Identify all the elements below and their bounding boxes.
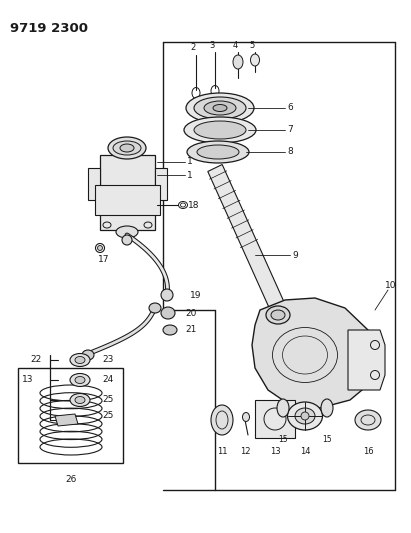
Text: 5: 5 <box>249 41 255 50</box>
Ellipse shape <box>321 399 333 417</box>
Ellipse shape <box>82 350 94 360</box>
Ellipse shape <box>122 235 132 245</box>
Text: 12: 12 <box>240 447 250 456</box>
Polygon shape <box>348 330 385 390</box>
Text: 26: 26 <box>65 475 77 484</box>
Ellipse shape <box>187 141 249 163</box>
Text: 21: 21 <box>185 326 196 335</box>
Bar <box>18 368 123 463</box>
Ellipse shape <box>75 376 85 384</box>
Text: 3: 3 <box>209 41 215 50</box>
Text: 15: 15 <box>278 435 288 444</box>
Ellipse shape <box>197 145 239 159</box>
Polygon shape <box>95 185 160 215</box>
Ellipse shape <box>288 402 323 430</box>
Bar <box>255 400 295 438</box>
Ellipse shape <box>113 141 141 155</box>
Text: 18: 18 <box>188 200 199 209</box>
Ellipse shape <box>242 413 249 422</box>
Text: 23: 23 <box>102 356 113 365</box>
Ellipse shape <box>213 104 227 111</box>
Text: 17: 17 <box>98 255 110 264</box>
Ellipse shape <box>97 246 102 251</box>
Bar <box>100 155 155 230</box>
Ellipse shape <box>186 93 254 123</box>
Ellipse shape <box>70 393 90 407</box>
Ellipse shape <box>161 307 175 319</box>
Polygon shape <box>55 414 78 426</box>
Ellipse shape <box>163 325 177 335</box>
Text: 16: 16 <box>363 447 373 456</box>
Text: 4: 4 <box>232 41 238 50</box>
Ellipse shape <box>271 310 285 320</box>
Text: 15: 15 <box>322 435 332 444</box>
Text: 13: 13 <box>270 447 280 456</box>
Ellipse shape <box>295 408 315 424</box>
Polygon shape <box>252 298 375 408</box>
Text: 1: 1 <box>187 171 193 180</box>
Text: 9719 2300: 9719 2300 <box>10 22 88 35</box>
Text: 13: 13 <box>22 375 34 384</box>
Text: 10: 10 <box>385 280 397 289</box>
Ellipse shape <box>184 117 256 143</box>
Text: 8: 8 <box>287 148 293 157</box>
Ellipse shape <box>161 289 173 301</box>
Ellipse shape <box>116 226 138 238</box>
Ellipse shape <box>211 405 233 435</box>
Text: 25: 25 <box>102 411 113 421</box>
Text: 20: 20 <box>185 309 196 318</box>
Ellipse shape <box>355 410 381 430</box>
Text: 7: 7 <box>287 125 293 134</box>
Ellipse shape <box>266 306 290 324</box>
Polygon shape <box>88 168 100 200</box>
Ellipse shape <box>250 54 259 66</box>
Text: 9: 9 <box>292 251 298 260</box>
Text: 19: 19 <box>190 290 201 300</box>
Ellipse shape <box>120 144 134 152</box>
Ellipse shape <box>149 303 161 313</box>
Ellipse shape <box>75 397 85 403</box>
Text: 25: 25 <box>102 395 113 405</box>
Text: 6: 6 <box>287 103 293 112</box>
Ellipse shape <box>277 399 289 417</box>
Text: 22: 22 <box>31 356 42 365</box>
Ellipse shape <box>70 353 90 367</box>
Ellipse shape <box>194 121 246 139</box>
Ellipse shape <box>194 97 246 119</box>
Text: 11: 11 <box>217 447 227 456</box>
Text: 2: 2 <box>190 44 196 52</box>
Text: 14: 14 <box>300 447 310 456</box>
Ellipse shape <box>70 374 90 386</box>
Ellipse shape <box>75 357 85 364</box>
Ellipse shape <box>301 412 309 420</box>
Text: 24: 24 <box>102 376 113 384</box>
Ellipse shape <box>204 101 236 115</box>
Text: 1: 1 <box>187 157 193 166</box>
Ellipse shape <box>233 55 243 69</box>
Polygon shape <box>208 165 285 311</box>
Ellipse shape <box>108 137 146 159</box>
Polygon shape <box>155 168 167 200</box>
